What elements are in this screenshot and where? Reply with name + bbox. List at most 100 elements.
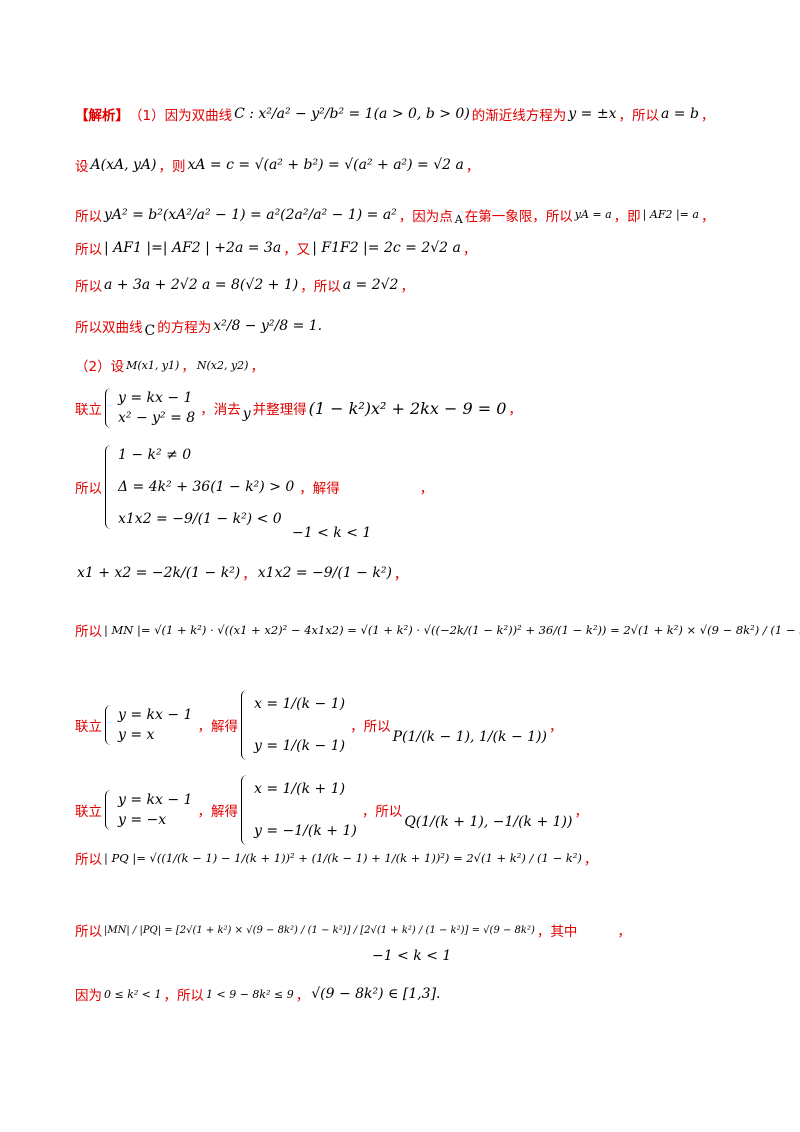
text: ， — [548, 719, 563, 735]
formula: xA = c = √(a² + b²) = √(a² + a²) = √2 a — [187, 157, 464, 173]
point-label: A — [454, 213, 463, 226]
solution-line-9: 所以 1 − k² ≠ 0 Δ = 4k² + 36(1 − k²) > 0 x… — [75, 445, 433, 529]
condition: x1x2 = −9/(1 − k²) < 0 — [118, 511, 282, 527]
text: ， — [242, 567, 256, 583]
text: ， — [700, 108, 715, 124]
condition: 1 − k² ≠ 0 — [118, 447, 192, 463]
equation-system: y = kx − 1 x² − y² = 8 — [105, 388, 197, 428]
vieta-product: x1x2 = −9/(1 − k²) — [257, 565, 392, 581]
solution-line-6: 所以双曲线 C 的方程为 x²/8 − y²/8 = 1. — [75, 313, 324, 339]
solution-x: x = 1/(k − 1) — [253, 696, 346, 712]
formula: | AF1 |=| AF2 | +2a = 3a — [104, 240, 282, 256]
solution-system: x = 1/(k + 1) y = −1/(k + 1) — [240, 775, 359, 845]
text: 所以 — [75, 279, 102, 295]
text: 所以 — [75, 481, 102, 497]
brace — [105, 445, 112, 529]
solution-line-12: 联立 y = kx − 1 y = x ，解得 x = 1/(k − 1) y … — [75, 690, 562, 760]
equation-system: y = kx − 1 y = x — [105, 705, 194, 745]
point-m: M(x1, y1) — [126, 358, 180, 372]
solution-line-14: 所以 | PQ |= √((1/(k − 1) − 1/(k + 1))² + … — [75, 848, 597, 868]
hyperbola-result: x²/8 − y²/8 = 1. — [213, 318, 323, 334]
brace — [105, 790, 112, 830]
range-label: −1 < k < 1 — [290, 525, 373, 541]
solution-line-4: 所以 | AF1 |=| AF2 | +2a = 3a ，又 | F1F2 |=… — [75, 238, 476, 258]
text: ， — [419, 481, 434, 497]
solution-line-5: 所以 a + 3a + 2√2 a = 8(√2 + 1) ，所以 a = 2√… — [75, 275, 414, 295]
text: 设 — [75, 159, 89, 175]
solution-line-11: 所以 | MN |= √(1 + k²) · √((x1 + x2)² − 4x… — [75, 620, 800, 640]
text: 所以 — [75, 924, 102, 940]
brace — [105, 388, 112, 428]
chord-length-mn: | MN |= √(1 + k²) · √((x1 + x2)² − 4x1x2… — [104, 623, 800, 637]
analysis-tag: 【解析】 — [75, 108, 129, 124]
text: 因为 — [75, 988, 102, 1004]
text: 在第一象限，所以 — [464, 208, 573, 225]
text: ， — [462, 242, 477, 258]
formula: 0 ≤ k² < 1 — [104, 987, 162, 1001]
brace — [105, 705, 112, 745]
equation: y = kx − 1 — [118, 707, 193, 723]
curve-label: C — [144, 323, 156, 339]
system-rows: y = kx − 1 y = −x — [116, 790, 194, 830]
equation: y = −x — [118, 812, 167, 828]
system-rows: y = kx − 1 y = x — [116, 705, 194, 745]
text: ，解得 — [197, 719, 238, 735]
formula: | F1F2 |= 2c = 2√2 a — [312, 240, 461, 256]
text: （2）设 — [75, 359, 125, 375]
text: 的方程为 — [157, 320, 212, 336]
text: ， — [250, 359, 264, 375]
text: ，所以 — [300, 279, 341, 295]
text: 并整理得 — [252, 402, 307, 418]
solution-line-15: 所以 |MN| / |PQ| = [2√(1 + k²) × √(9 − 8k²… — [75, 920, 631, 940]
text: ， — [400, 279, 414, 295]
system-rows: x = 1/(k − 1) y = 1/(k − 1) — [252, 690, 347, 760]
text: 联立 — [75, 402, 102, 418]
text: ，所以 — [163, 988, 205, 1004]
k-range: −1 < k < 1 — [292, 525, 372, 541]
formula: a = 2√2 — [342, 277, 399, 293]
formula: a = b — [660, 106, 699, 122]
system-rows: y = kx − 1 x² − y² = 8 — [116, 388, 197, 428]
text: ，消去 — [200, 402, 241, 418]
condition-system: 1 − k² ≠ 0 Δ = 4k² + 36(1 − k²) > 0 x1x2… — [105, 445, 296, 529]
system-rows: x = 1/(k + 1) y = −1/(k + 1) — [252, 775, 359, 845]
equation: y = kx − 1 — [118, 390, 193, 406]
text: （1）因为双曲线 — [129, 108, 233, 124]
formula: 1 < 9 − 8k² ≤ 9 — [206, 987, 294, 1001]
solution-line-8: 联立 y = kx − 1 x² − y² = 8 ，消去 y 并整理得 (1 … — [75, 388, 522, 428]
formula: yA = a — [574, 208, 612, 221]
solution-line-13: 联立 y = kx − 1 y = −x ，解得 x = 1/(k + 1) y… — [75, 775, 588, 845]
text: ， — [181, 359, 195, 375]
solution-system: x = 1/(k − 1) y = 1/(k − 1) — [240, 690, 347, 760]
brace — [240, 775, 248, 845]
text: ，因为点 — [398, 208, 453, 225]
text: 所以 — [75, 242, 102, 258]
text: ， — [574, 804, 588, 820]
text: 联立 — [75, 719, 102, 735]
solution-line-10: x1 + x2 = −2k/(1 − k²) ， x1x2 = −9/(1 − … — [75, 563, 407, 583]
hyperbola-equation: C : x²/a² − y²/b² = 1(a > 0, b > 0) — [234, 106, 470, 122]
solution-line-7: （2）设 M(x1, y1) ， N(x2, y2) ， — [75, 355, 264, 376]
quadratic-equation: (1 − k²)x² + 2kx − 9 = 0 — [308, 398, 507, 418]
equation: y = x — [118, 727, 155, 743]
solution-line-2: 设 A(xA, yA) ，则 xA = c = √(a² + b²) = √(a… — [75, 155, 479, 175]
text: 所以双曲线 — [75, 320, 143, 336]
text: ， — [295, 988, 310, 1004]
solution-line-3: 所以 yA² = b²(xA²/a² − 1) = a²(2a²/a² − 1)… — [75, 203, 714, 227]
text: 的渐近线方程为 — [471, 108, 567, 124]
text: 所以 — [75, 624, 102, 640]
text: ，所以 — [350, 719, 391, 735]
text: ，所以 — [618, 108, 659, 124]
solution-y: y = 1/(k − 1) — [253, 738, 346, 754]
final-range: √(9 − 8k²) ∈ [1,3]. — [311, 986, 441, 1002]
variable: y — [242, 406, 251, 422]
asymptote-equation: y = ±x — [568, 106, 617, 122]
system-rows: 1 − k² ≠ 0 Δ = 4k² + 36(1 − k²) > 0 x1x2… — [116, 445, 296, 529]
condition: Δ = 4k² + 36(1 − k²) > 0 — [118, 479, 295, 495]
solution-line-16: 因为 0 ≤ k² < 1 ，所以 1 < 9 − 8k² ≤ 9 ， √(9 … — [75, 984, 443, 1004]
text: ，解得 — [299, 481, 340, 497]
text: 所以 — [75, 852, 102, 868]
text: 联立 — [75, 804, 102, 820]
solution-line-1: 【解析】 （1）因为双曲线 C : x²/a² − y²/b² = 1(a > … — [75, 104, 714, 124]
text: ， — [617, 924, 631, 940]
